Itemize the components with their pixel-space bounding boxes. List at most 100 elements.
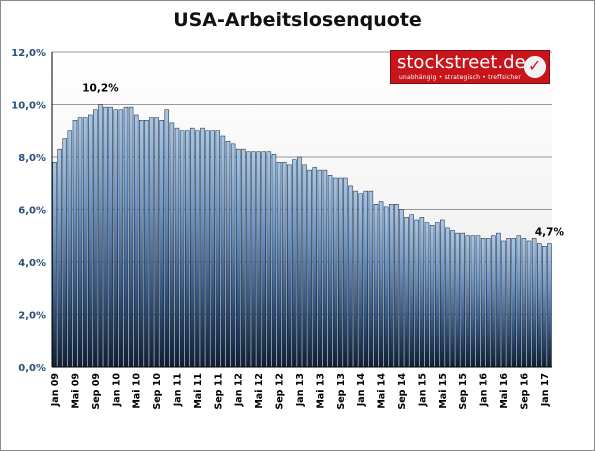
- bar: [373, 204, 379, 368]
- bar: [113, 109, 119, 368]
- x-tick-label: Mai 16: [499, 373, 510, 409]
- bar: [276, 162, 282, 368]
- bar: [200, 127, 205, 368]
- bar: [537, 243, 542, 368]
- bar: [429, 225, 435, 368]
- bar: [103, 106, 108, 368]
- bar: [215, 130, 221, 368]
- logo-text: stockstreet.de: [397, 52, 526, 73]
- bar: [399, 209, 404, 368]
- bar: [164, 109, 170, 368]
- y-tick-label: 6,0%: [18, 206, 46, 217]
- bar: [317, 169, 323, 368]
- x-tick-label: Jan 14: [356, 373, 367, 408]
- bar: [389, 204, 394, 368]
- bar: [261, 151, 266, 368]
- bar: [72, 120, 78, 368]
- bar: [235, 148, 241, 368]
- bar: [287, 164, 292, 368]
- bar: [169, 122, 175, 368]
- bar: [118, 109, 124, 368]
- bar: [485, 238, 491, 368]
- bar: [230, 143, 236, 368]
- bar: [266, 151, 272, 368]
- bar: [205, 130, 210, 368]
- bar: [149, 117, 154, 368]
- bar: [480, 238, 486, 368]
- bar: [363, 190, 369, 368]
- bar: [281, 162, 287, 368]
- x-tick-label: Mai 15: [438, 373, 449, 409]
- bar: [210, 130, 215, 368]
- bar: [52, 162, 57, 368]
- bar: [516, 235, 522, 368]
- bar: [98, 104, 103, 368]
- bar: [526, 240, 532, 368]
- x-tick-label: Jan 17: [540, 373, 551, 407]
- x-tick-label: Sep 10: [152, 373, 163, 410]
- bar: [338, 177, 343, 368]
- bar: [128, 106, 134, 368]
- bar: [297, 156, 302, 368]
- bar: [475, 235, 481, 368]
- check-icon: ✓: [524, 56, 546, 78]
- bar: [450, 230, 455, 368]
- x-tick-label: Sep 14: [397, 373, 408, 410]
- bar: [82, 117, 88, 368]
- bar: [404, 217, 409, 368]
- bar: [394, 204, 399, 368]
- bar: [220, 135, 226, 368]
- bar: [445, 227, 450, 368]
- bar: [256, 151, 261, 368]
- bar: [455, 232, 460, 368]
- y-tick-label: 0,0%: [18, 363, 46, 374]
- bar: [307, 169, 312, 368]
- x-tick-label: Sep 11: [213, 373, 224, 410]
- bar: [470, 235, 476, 368]
- bar: [241, 148, 246, 368]
- bar: [496, 232, 501, 368]
- bar: [312, 167, 317, 368]
- bar: [190, 127, 195, 368]
- bar: [506, 238, 511, 368]
- bar: [368, 190, 374, 368]
- x-tick-label: Jan 16: [479, 373, 490, 408]
- bar: [460, 232, 465, 368]
- x-tick-label: Mai 09: [70, 373, 81, 409]
- bar: [531, 238, 537, 368]
- x-tick-label: Sep 13: [336, 373, 347, 410]
- x-tick-label: Jan 12: [234, 373, 245, 407]
- bar: [179, 130, 185, 368]
- bar: [57, 148, 62, 368]
- x-tick-label: Mai 10: [132, 373, 143, 409]
- bar: [383, 206, 389, 368]
- y-tick-label: 8,0%: [18, 153, 46, 164]
- bar: [332, 177, 338, 368]
- bar: [144, 120, 149, 368]
- y-tick-label: 2,0%: [18, 311, 46, 322]
- bar: [414, 219, 420, 368]
- data-label: 4,7%: [535, 227, 565, 239]
- bar: [139, 120, 144, 368]
- y-tick-label: 4,0%: [18, 258, 46, 269]
- bar: [154, 117, 159, 368]
- bar: [108, 106, 113, 368]
- bar: [419, 217, 425, 368]
- y-tick-label: 10,0%: [11, 101, 46, 112]
- x-tick-label: Sep 15: [458, 373, 469, 410]
- bar: [353, 190, 358, 368]
- bar: [123, 106, 129, 368]
- bar: [159, 120, 164, 368]
- x-tick-label: Sep 16: [519, 373, 530, 410]
- bar: [292, 159, 297, 368]
- bar: [465, 235, 471, 368]
- bar: [327, 175, 333, 368]
- bar: [343, 177, 348, 368]
- bar: [184, 130, 190, 368]
- bar: [491, 235, 496, 368]
- data-label: 10,2%: [82, 82, 119, 94]
- bar: [302, 164, 307, 368]
- bar: [225, 141, 231, 368]
- bar: [440, 219, 445, 368]
